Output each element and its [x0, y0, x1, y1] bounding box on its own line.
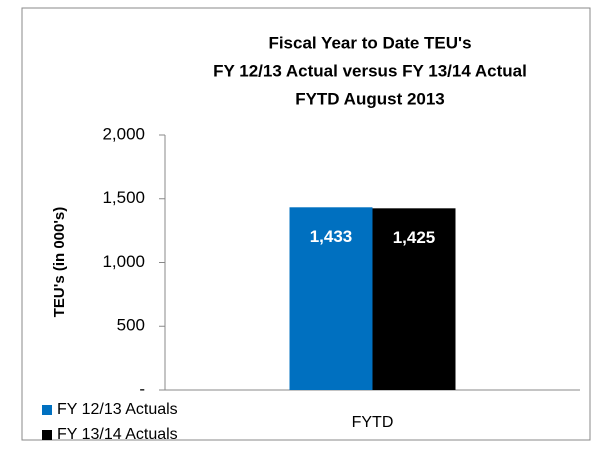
y-axis-label: TEU's (in 000's): [51, 207, 68, 318]
x-tick-label: FYTD: [352, 414, 394, 431]
chart-title: FYTD August 2013: [295, 89, 445, 108]
bar: [372, 208, 456, 390]
data-label: 1,433: [310, 227, 353, 246]
legend-label: FY 12/13 Actuals: [57, 401, 178, 418]
y-tick-label: 500: [117, 316, 145, 335]
y-tick-label: 1,500: [102, 188, 145, 207]
chart-title: FY 12/13 Actual versus FY 13/14 Actual: [213, 61, 527, 80]
y-tick-label: -: [139, 379, 145, 398]
legend-swatch: [42, 405, 52, 415]
data-label: 1,425: [393, 228, 436, 247]
y-tick-label: 1,000: [102, 252, 145, 271]
legend-swatch: [42, 430, 52, 440]
legend-label: FY 13/14 Actuals: [57, 426, 178, 443]
y-tick-label: 2,000: [102, 124, 145, 143]
chart-title: Fiscal Year to Date TEU's: [268, 33, 471, 52]
bar: [289, 207, 373, 390]
